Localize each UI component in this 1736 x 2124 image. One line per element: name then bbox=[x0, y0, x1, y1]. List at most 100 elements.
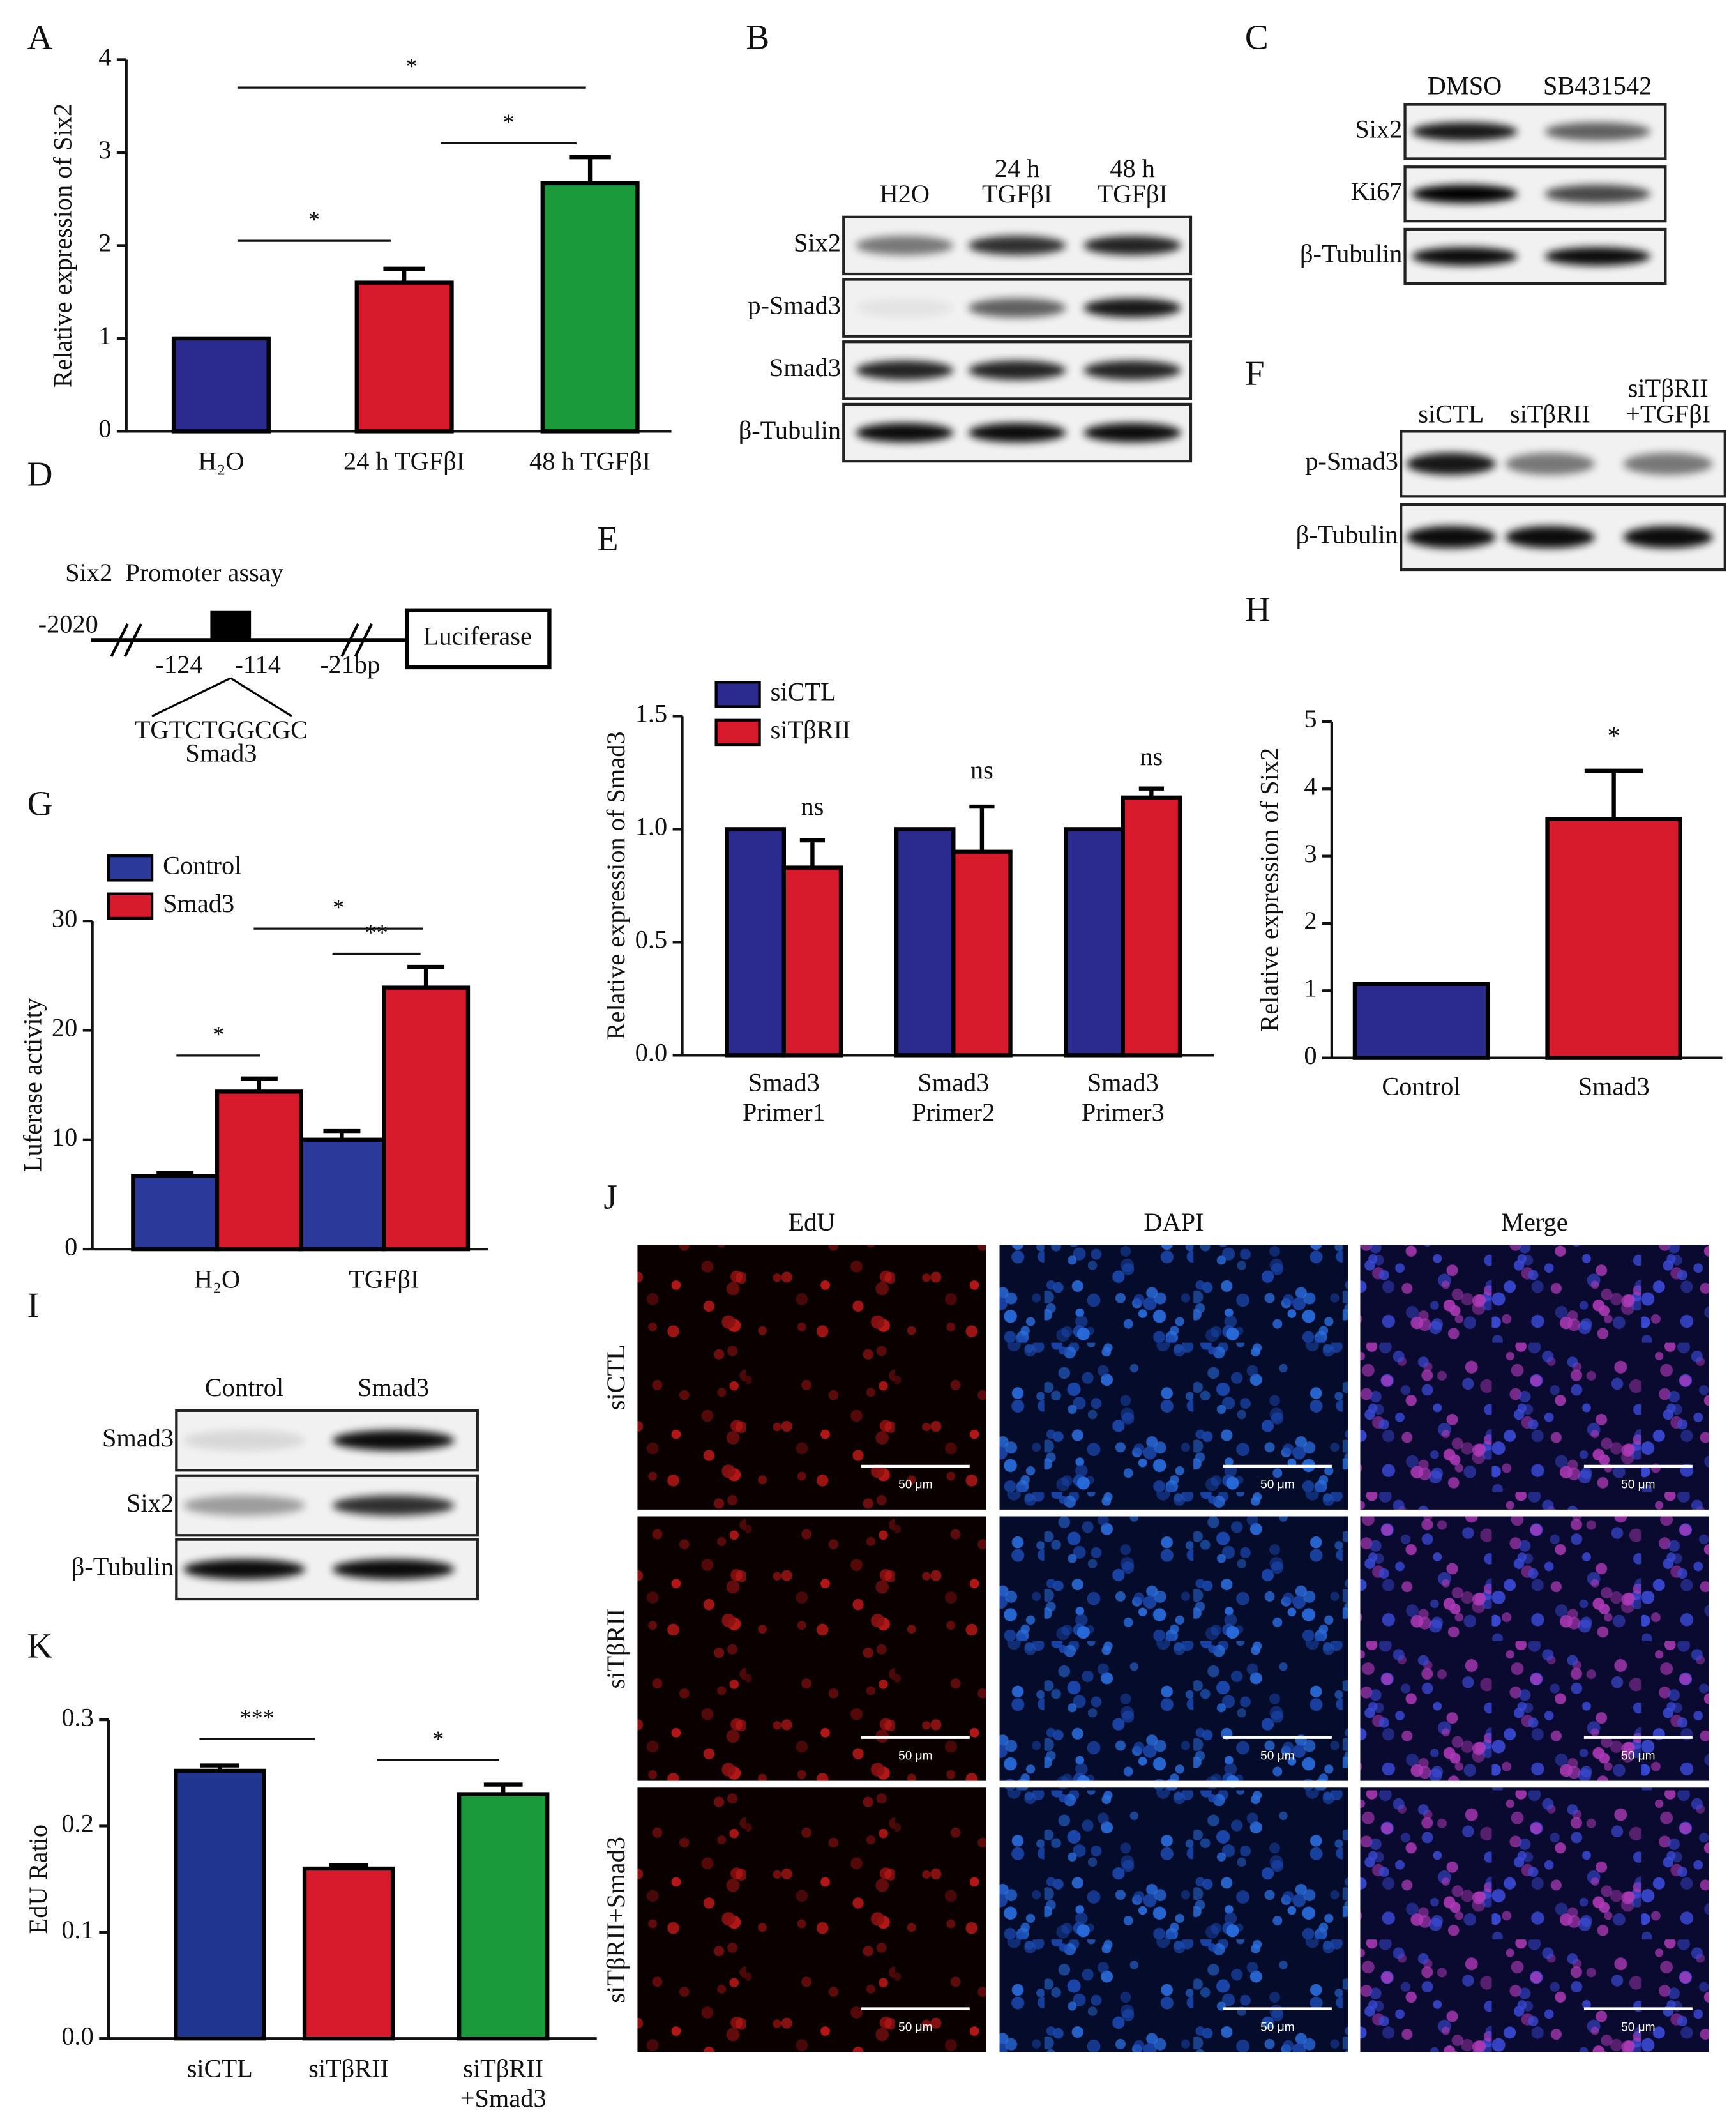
blot-band bbox=[1505, 453, 1595, 475]
protein-label: β-Tubulin bbox=[1296, 520, 1398, 549]
bar bbox=[131, 1174, 220, 1252]
significance-label: * bbox=[333, 895, 344, 920]
x-tick-label: 24 h TGFβI bbox=[343, 447, 465, 476]
bar bbox=[298, 1137, 386, 1252]
x-tick-label: Primer1 bbox=[743, 1098, 826, 1126]
legend-label: Smad3 bbox=[163, 889, 234, 918]
scale-bar-label: 50 μm bbox=[1260, 1749, 1294, 1763]
blot-band bbox=[1406, 453, 1496, 475]
lane-label: siTβRII bbox=[1510, 399, 1590, 428]
break-mark bbox=[340, 623, 359, 657]
y-axis-title: Relative expression of Smad3 bbox=[601, 731, 630, 1040]
annotation: * bbox=[1608, 722, 1620, 750]
bar bbox=[894, 827, 956, 1058]
significance-label: * bbox=[503, 109, 515, 135]
lane-label: DMSO bbox=[1428, 71, 1502, 100]
bar bbox=[382, 985, 471, 1252]
protein-label: Six2 bbox=[126, 1489, 174, 1517]
micrograph bbox=[999, 1245, 1348, 1510]
y-tick-label: 5 bbox=[1304, 704, 1317, 733]
significance-label: * bbox=[406, 54, 418, 79]
factor-label: Smad3 bbox=[185, 738, 257, 767]
x-tick-label: Primer3 bbox=[1082, 1098, 1165, 1126]
x-tick-label: siTβRII bbox=[463, 2054, 543, 2082]
bar bbox=[1352, 982, 1490, 1060]
blot-band bbox=[1406, 526, 1496, 549]
y-tick-label: 20 bbox=[52, 1013, 77, 1042]
y-tick-label: 30 bbox=[52, 904, 77, 932]
blot-band bbox=[968, 360, 1066, 380]
x-tick-label: Smad3 bbox=[917, 1068, 989, 1096]
panel-label: A bbox=[27, 17, 53, 56]
panel-label: G bbox=[27, 784, 53, 823]
blot-band bbox=[1623, 453, 1713, 475]
bar bbox=[781, 865, 843, 1058]
protein-label: p-Smad3 bbox=[1305, 447, 1398, 476]
bar bbox=[1064, 827, 1125, 1058]
bar bbox=[951, 849, 1013, 1058]
blot-band bbox=[1083, 298, 1182, 318]
significance-label: *** bbox=[240, 1705, 275, 1731]
blot-band bbox=[856, 423, 954, 443]
x-tick-label: Primer2 bbox=[912, 1098, 995, 1126]
x-tick-label: H₂O bbox=[194, 1264, 240, 1293]
blot-band bbox=[1412, 122, 1518, 141]
blot-band bbox=[1623, 526, 1713, 549]
row-label: siCTL bbox=[601, 1344, 630, 1410]
blot-band bbox=[1544, 185, 1650, 204]
panel-label: E bbox=[597, 519, 619, 558]
protein-label: p-Smad3 bbox=[748, 291, 841, 319]
bar bbox=[457, 1792, 550, 2041]
x-tick-label: H₂O bbox=[198, 447, 244, 476]
x-tick-label: siTβRII bbox=[308, 2054, 389, 2082]
position-label: -124 bbox=[156, 650, 203, 679]
break-mark bbox=[354, 623, 374, 657]
y-tick-label: 1 bbox=[1304, 974, 1317, 1003]
y-tick-label: 10 bbox=[52, 1123, 77, 1151]
blot-band bbox=[856, 236, 954, 255]
significance-label: * bbox=[432, 1726, 444, 1752]
blot-band bbox=[1412, 247, 1518, 266]
lane-label: SB431542 bbox=[1543, 71, 1652, 100]
scale-bar-label: 50 μm bbox=[898, 2021, 932, 2034]
micrograph bbox=[637, 1516, 986, 1781]
blot-band bbox=[968, 423, 1066, 443]
callout bbox=[151, 677, 231, 717]
scale-bar-label: 50 μm bbox=[1260, 2021, 1294, 2034]
bar bbox=[215, 1089, 303, 1252]
bar bbox=[1121, 795, 1182, 1058]
x-tick-label: +Smad3 bbox=[460, 2084, 547, 2113]
scale-bar-label: 50 μm bbox=[898, 1478, 932, 1492]
legend-swatch bbox=[107, 854, 154, 882]
panel-label: F bbox=[1245, 354, 1265, 393]
y-tick-label: 0.1 bbox=[61, 1915, 93, 1944]
y-tick-label: 1 bbox=[98, 321, 111, 350]
legend-label: Control bbox=[163, 851, 241, 880]
significance-label: * bbox=[308, 207, 320, 232]
column-label: DAPI bbox=[1143, 1208, 1204, 1236]
annotation: ns bbox=[970, 755, 993, 784]
y-tick-label: 0.0 bbox=[635, 1038, 667, 1067]
blot-band bbox=[1544, 247, 1650, 266]
scale-bar-label: 50 μm bbox=[1621, 1749, 1656, 1763]
legend-label: siTβRII bbox=[771, 715, 851, 744]
blot-band bbox=[1505, 526, 1595, 549]
bar bbox=[354, 280, 454, 434]
y-tick-label: 0 bbox=[64, 1232, 77, 1261]
position-label: -2020 bbox=[38, 609, 98, 638]
y-tick-label: 0.2 bbox=[61, 1809, 93, 1838]
bar bbox=[171, 336, 271, 434]
blot-band bbox=[968, 236, 1066, 255]
protein-label: Smad3 bbox=[102, 1423, 174, 1452]
scale-bar-label: 50 μm bbox=[1621, 1478, 1656, 1492]
panel-label: H bbox=[1245, 590, 1271, 629]
blot-band bbox=[968, 298, 1066, 318]
position-label: -114 bbox=[235, 650, 281, 679]
panel-label: C bbox=[1245, 17, 1269, 56]
blot-band bbox=[1544, 122, 1650, 141]
panel-label: I bbox=[27, 1286, 39, 1324]
scale-bar-label: 50 μm bbox=[898, 1749, 932, 1763]
column-label: Merge bbox=[1501, 1208, 1568, 1236]
